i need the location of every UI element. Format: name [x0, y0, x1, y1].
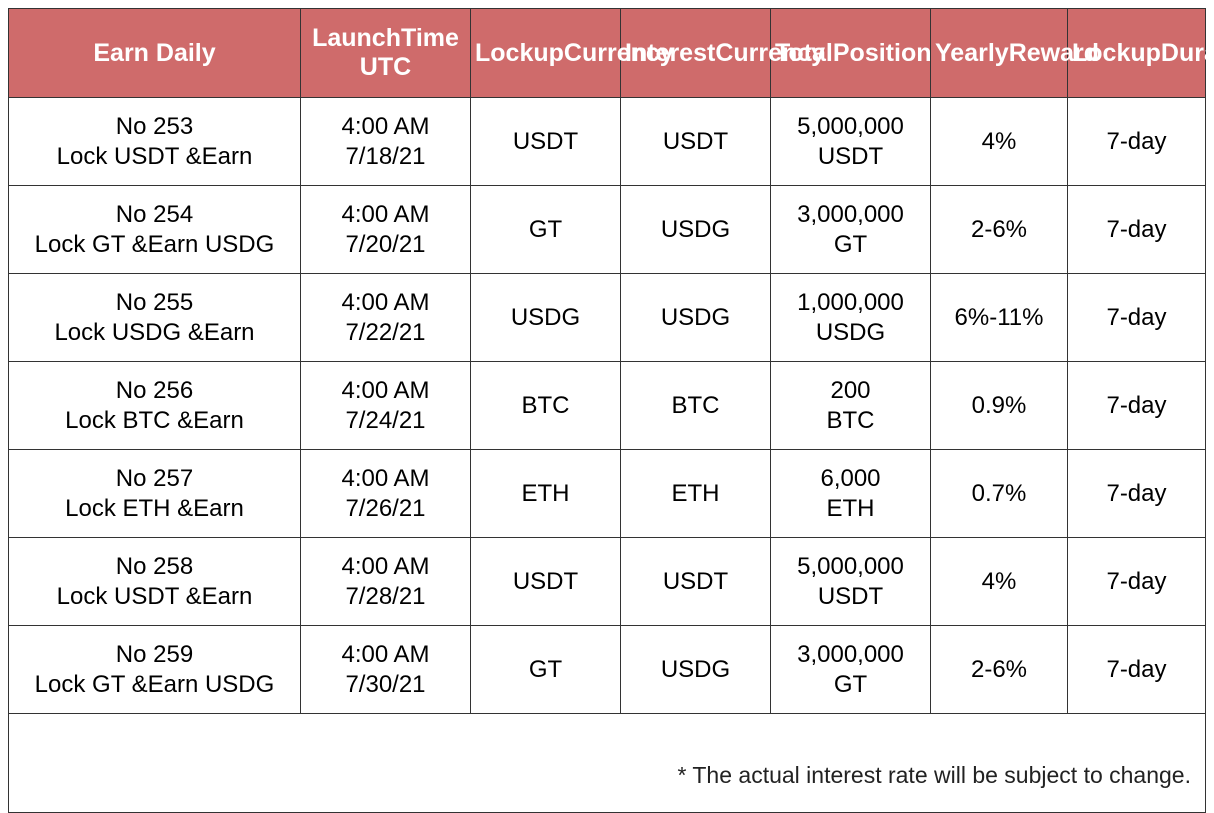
cell-earn: No 257 Lock ETH &Earn	[8, 449, 301, 538]
footnote-row: * The actual interest rate will be subje…	[8, 713, 1206, 813]
cell-duration: 7-day	[1067, 449, 1206, 538]
cell-earn: No 256 Lock BTC &Earn	[8, 361, 301, 450]
cell-interest-currency: BTC	[620, 361, 771, 450]
cell-total-position: 3,000,000 GT	[770, 185, 931, 274]
cell-launch: 4:00 AM 7/22/21	[300, 273, 471, 362]
cell-interest-currency: USDG	[620, 185, 771, 274]
cell-launch: 4:00 AM 7/30/21	[300, 625, 471, 714]
cell-duration: 7-day	[1067, 361, 1206, 450]
cell-earn: No 254 Lock GT &Earn USDG	[8, 185, 301, 274]
cell-duration: 7-day	[1067, 97, 1206, 186]
table-row: No 253 Lock USDT &Earn 4:00 AM 7/18/21 USD…	[8, 97, 1206, 186]
cell-yearly-reward: 4%	[930, 537, 1068, 626]
header-lockup-currency: LockupCurrency	[470, 8, 674, 98]
cell-total-position: 5,000,000 USDT	[770, 537, 931, 626]
cell-total-position: 3,000,000 GT	[770, 625, 931, 714]
cell-launch: 4:00 AM 7/18/21	[300, 97, 471, 186]
cell-launch: 4:00 AM 7/20/21	[300, 185, 471, 274]
cell-interest-currency: ETH	[620, 449, 771, 538]
table-row: No 255 Lock USDG &Earn 4:00 AM 7/22/21 USD…	[8, 273, 1206, 362]
header-row: Earn Daily LaunchTime UTC LockupCurrency…	[8, 8, 1214, 98]
cell-lockup-currency: USDT	[470, 537, 621, 626]
header-earn-daily: Earn Daily	[8, 8, 301, 98]
cell-yearly-reward: 2-6%	[930, 625, 1068, 714]
cell-duration: 7-day	[1067, 185, 1206, 274]
header-yearly-reward: YearlyReward	[930, 8, 1099, 98]
table-row: No 258 Lock USDT &Earn 4:00 AM 7/28/21 USD…	[8, 537, 1206, 626]
table-row: No 256 Lock BTC &Earn 4:00 AM 7/24/21 BTC …	[8, 361, 1206, 450]
table-row: No 254 Lock GT &Earn USDG 4:00 AM 7/20/21 …	[8, 185, 1206, 274]
cell-earn: No 258 Lock USDT &Earn	[8, 537, 301, 626]
cell-total-position: 5,000,000 USDT	[770, 97, 931, 186]
cell-total-position: 200 BTC	[770, 361, 931, 450]
header-launch-time: LaunchTime UTC	[300, 8, 471, 98]
cell-yearly-reward: 4%	[930, 97, 1068, 186]
cell-lockup-currency: GT	[470, 625, 621, 714]
header-lockup-duration: LockupDuration	[1067, 8, 1214, 98]
cell-duration: 7-day	[1067, 273, 1206, 362]
cell-lockup-currency: USDT	[470, 97, 621, 186]
table-row: No 257 Lock ETH &Earn 4:00 AM 7/26/21 ETH …	[8, 449, 1206, 538]
cell-earn: No 259 Lock GT &Earn USDG	[8, 625, 301, 714]
cell-launch: 4:00 AM 7/26/21	[300, 449, 471, 538]
cell-lockup-currency: BTC	[470, 361, 621, 450]
cell-yearly-reward: 6%-11%	[930, 273, 1068, 362]
cell-launch: 4:00 AM 7/24/21	[300, 361, 471, 450]
cell-lockup-currency: GT	[470, 185, 621, 274]
cell-launch: 4:00 AM 7/28/21	[300, 537, 471, 626]
cell-interest-currency: USDG	[620, 625, 771, 714]
header-interest-currency: InterestCurrency	[620, 8, 825, 98]
footnote: * The actual interest rate will be subje…	[8, 713, 1206, 813]
cell-yearly-reward: 0.9%	[930, 361, 1068, 450]
cell-earn: No 255 Lock USDG &Earn	[8, 273, 301, 362]
cell-duration: 7-day	[1067, 625, 1206, 714]
header-total-position: TotalPosition	[770, 8, 931, 98]
cell-total-position: 1,000,000 USDG	[770, 273, 931, 362]
cell-interest-currency: USDT	[620, 97, 771, 186]
cell-earn: No 253 Lock USDT &Earn	[8, 97, 301, 186]
earn-daily-table: Earn Daily LaunchTime UTC LockupCurrency…	[8, 8, 1214, 813]
cell-interest-currency: USDT	[620, 537, 771, 626]
cell-lockup-currency: USDG	[470, 273, 621, 362]
table-row: No 259 Lock GT &Earn USDG 4:00 AM 7/30/21 …	[8, 625, 1206, 714]
cell-yearly-reward: 2-6%	[930, 185, 1068, 274]
cell-lockup-currency: ETH	[470, 449, 621, 538]
cell-yearly-reward: 0.7%	[930, 449, 1068, 538]
cell-duration: 7-day	[1067, 537, 1206, 626]
cell-interest-currency: USDG	[620, 273, 771, 362]
cell-total-position: 6,000 ETH	[770, 449, 931, 538]
